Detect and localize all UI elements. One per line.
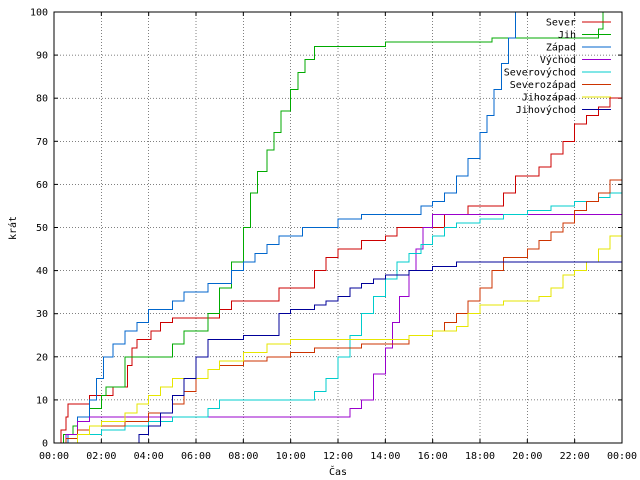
series-line-6 — [54, 167, 623, 444]
x-tick-label: 00:00 — [607, 451, 637, 462]
legend-label: Severovýchod — [504, 67, 576, 79]
x-tick-label: 22:00 — [560, 451, 590, 462]
legend-label: Sever — [546, 18, 576, 29]
x-axis-title: Čas — [329, 465, 347, 478]
y-tick-label: 50 — [36, 223, 48, 234]
y-tick-label: 60 — [36, 180, 48, 191]
x-tick-label: 02:00 — [86, 451, 116, 462]
legend-label: Jihozápad — [522, 92, 576, 104]
x-tick-label: 08:00 — [228, 451, 258, 462]
x-tick-label: 10:00 — [276, 451, 306, 462]
legend-label: Severozápad — [510, 79, 576, 91]
series-line-1 — [54, 97, 622, 444]
plot-frame — [53, 11, 623, 444]
x-tick-label: 14:00 — [370, 451, 400, 462]
y-tick-label: 90 — [36, 51, 48, 62]
y-tick-label: 0 — [42, 439, 48, 450]
legend-label: Jih — [558, 30, 576, 41]
y-tick-label: 40 — [36, 266, 48, 277]
x-tick-label: 00:00 — [39, 451, 69, 462]
legend-label: Jihovýchod — [516, 104, 576, 116]
legend: SeverJihZápadVýchodSeverovýchodSeverozáp… — [504, 18, 611, 116]
y-axis-title: krát — [7, 216, 19, 240]
x-tick-label: 04:00 — [134, 451, 164, 462]
y-tick-label: 80 — [36, 94, 48, 105]
series-line-3 — [54, 11, 622, 444]
x-tick-label: 06:00 — [181, 451, 211, 462]
x-axis-ticks: 00:00 02:00 04:00 06:00 08:00 10:00 12:00 14:00… — [39, 12, 637, 462]
y-tick-label: 30 — [36, 309, 48, 320]
series-line-5 — [54, 188, 623, 444]
series-line-2 — [54, 11, 622, 444]
x-tick-label: 12:00 — [323, 451, 353, 462]
y-tick-label: 100 — [30, 8, 48, 19]
series-line-7 — [54, 231, 623, 444]
y-tick-label: 70 — [36, 137, 48, 148]
y-axis-ticks: 0 10 20 30 40 50 60 70 80 90 100 — [30, 8, 622, 450]
x-tick-label: 20:00 — [512, 451, 542, 462]
y-tick-label: 10 — [36, 395, 48, 406]
x-tick-label: 16:00 — [418, 451, 448, 462]
series-line-8 — [54, 261, 622, 444]
series-group — [54, 11, 623, 444]
legend-label: Východ — [540, 54, 576, 66]
y-tick-label: 20 — [36, 352, 48, 363]
legend-label: Západ — [546, 42, 576, 54]
x-tick-label: 18:00 — [465, 451, 495, 462]
